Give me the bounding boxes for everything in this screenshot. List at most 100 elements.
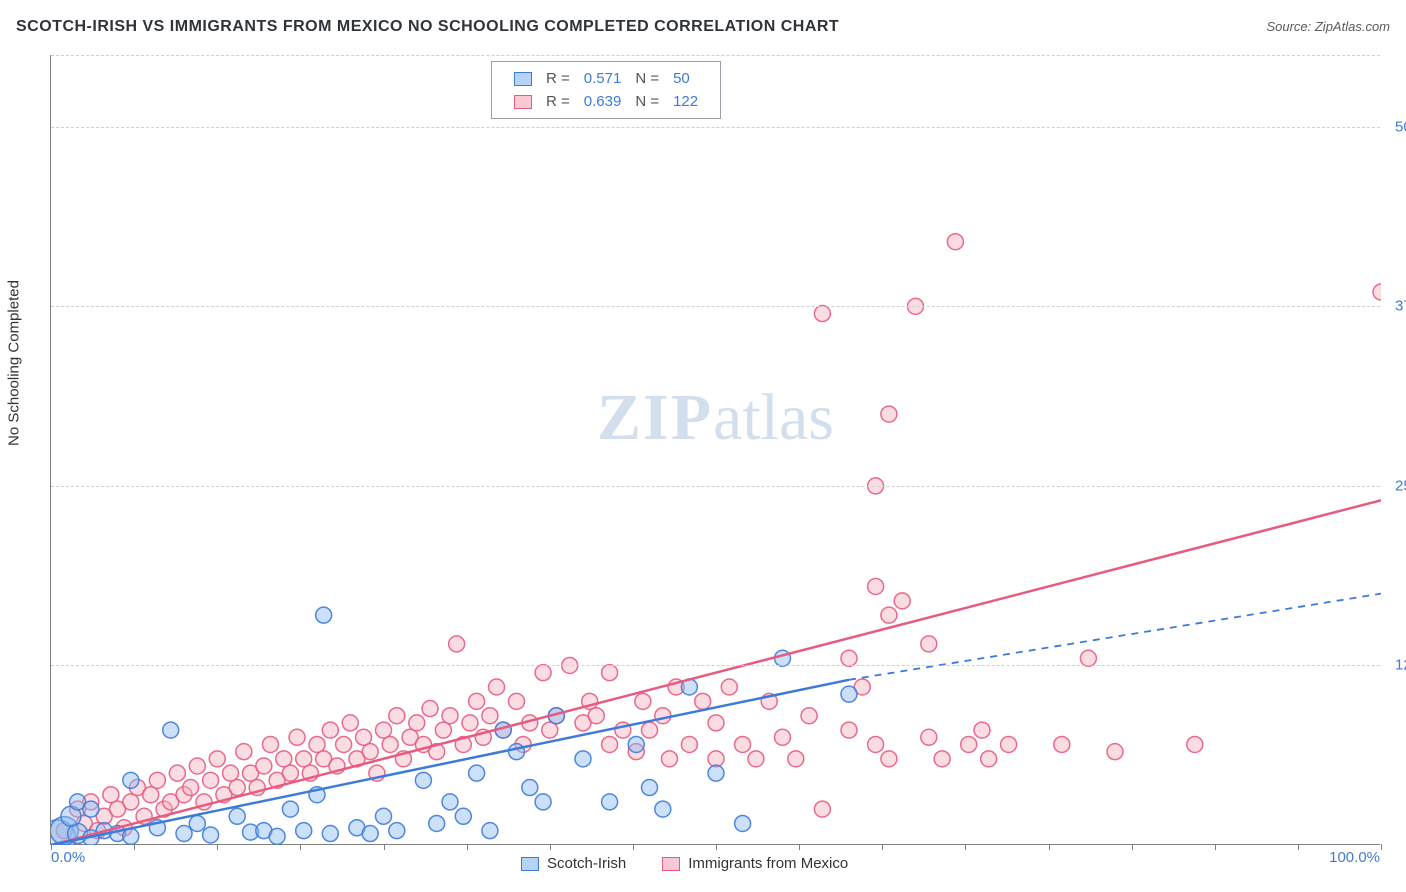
data-point <box>236 744 252 760</box>
data-point <box>1054 736 1070 752</box>
data-point <box>635 693 651 709</box>
data-point <box>223 765 239 781</box>
data-point <box>482 708 498 724</box>
gridline <box>51 55 1380 56</box>
x-tick-mark <box>965 844 966 850</box>
data-point <box>189 758 205 774</box>
data-point <box>169 765 185 781</box>
x-tick-mark <box>633 844 634 850</box>
gridline <box>51 127 1380 128</box>
data-point <box>455 808 471 824</box>
data-point <box>1107 744 1123 760</box>
data-point <box>442 708 458 724</box>
data-point <box>868 736 884 752</box>
data-point <box>588 708 604 724</box>
x-tick-mark <box>51 844 52 850</box>
data-point <box>542 722 558 738</box>
data-point <box>203 827 219 843</box>
data-point <box>356 729 372 745</box>
data-point <box>296 751 312 767</box>
data-point <box>628 736 644 752</box>
data-point <box>123 794 139 810</box>
data-point <box>489 679 505 695</box>
x-tick-mark <box>134 844 135 850</box>
data-point <box>143 787 159 803</box>
data-point <box>775 729 791 745</box>
plot-area: ZIPatlas R = 0.571 N = 50 R = 0.639 N = … <box>50 55 1380 845</box>
data-point <box>163 722 179 738</box>
data-point <box>814 801 830 817</box>
data-point <box>575 751 591 767</box>
data-point <box>841 686 857 702</box>
data-point <box>309 736 325 752</box>
x-tick-mark <box>1381 844 1382 850</box>
data-point <box>469 693 485 709</box>
data-point <box>103 787 119 803</box>
data-point <box>276 751 292 767</box>
data-point <box>1187 736 1203 752</box>
data-point <box>376 722 392 738</box>
data-point <box>296 823 312 839</box>
data-point <box>921 729 937 745</box>
gridline <box>51 486 1380 487</box>
data-point <box>229 808 245 824</box>
data-point <box>322 722 338 738</box>
chart-title: SCOTCH-IRISH VS IMMIGRANTS FROM MEXICO N… <box>16 18 839 36</box>
y-tick: 37.5% <box>1385 298 1406 315</box>
data-point <box>435 722 451 738</box>
x-tick-mark <box>217 844 218 850</box>
data-point <box>209 751 225 767</box>
data-point <box>661 751 677 767</box>
data-point <box>535 665 551 681</box>
data-point <box>316 607 332 623</box>
x-tick-mark <box>384 844 385 850</box>
data-point <box>429 815 445 831</box>
data-point <box>376 808 392 824</box>
x-tick-mark <box>1298 844 1299 850</box>
trendline-pink <box>51 500 1381 845</box>
data-point <box>735 736 751 752</box>
data-point <box>881 607 897 623</box>
data-point <box>708 751 724 767</box>
data-point <box>262 736 278 752</box>
legend-label: Immigrants from Mexico <box>688 855 848 872</box>
data-point <box>801 708 817 724</box>
data-point <box>814 306 830 322</box>
x-tick-mark <box>300 844 301 850</box>
data-point <box>1001 736 1017 752</box>
data-point <box>282 801 298 817</box>
data-point <box>83 801 99 817</box>
data-point <box>841 650 857 666</box>
data-point <box>189 815 205 831</box>
data-point <box>681 736 697 752</box>
legend-swatch-pink <box>662 857 680 871</box>
data-point <box>642 722 658 738</box>
data-point <box>981 751 997 767</box>
data-point <box>342 715 358 731</box>
data-point <box>382 736 398 752</box>
data-point <box>921 636 937 652</box>
x-tick-mark <box>1215 844 1216 850</box>
data-point <box>721 679 737 695</box>
data-point <box>389 708 405 724</box>
data-point <box>655 801 671 817</box>
x-tick-min: 0.0% <box>51 849 85 866</box>
gridline <box>51 665 1380 666</box>
legend-label: Scotch-Irish <box>547 855 626 872</box>
data-point <box>655 708 671 724</box>
data-point <box>362 826 378 842</box>
x-tick-mark <box>467 844 468 850</box>
data-point <box>322 826 338 842</box>
data-point <box>735 815 751 831</box>
data-point <box>695 693 711 709</box>
data-point <box>469 765 485 781</box>
y-axis-label: No Schooling Completed <box>6 280 23 446</box>
data-point <box>509 744 525 760</box>
data-point <box>841 722 857 738</box>
data-point <box>415 772 431 788</box>
legend-top: R = 0.571 N = 50 R = 0.639 N = 122 <box>491 61 721 119</box>
data-point <box>362 744 378 760</box>
data-point <box>602 736 618 752</box>
y-tick: 50.0% <box>1385 118 1406 135</box>
x-tick-mark <box>716 844 717 850</box>
